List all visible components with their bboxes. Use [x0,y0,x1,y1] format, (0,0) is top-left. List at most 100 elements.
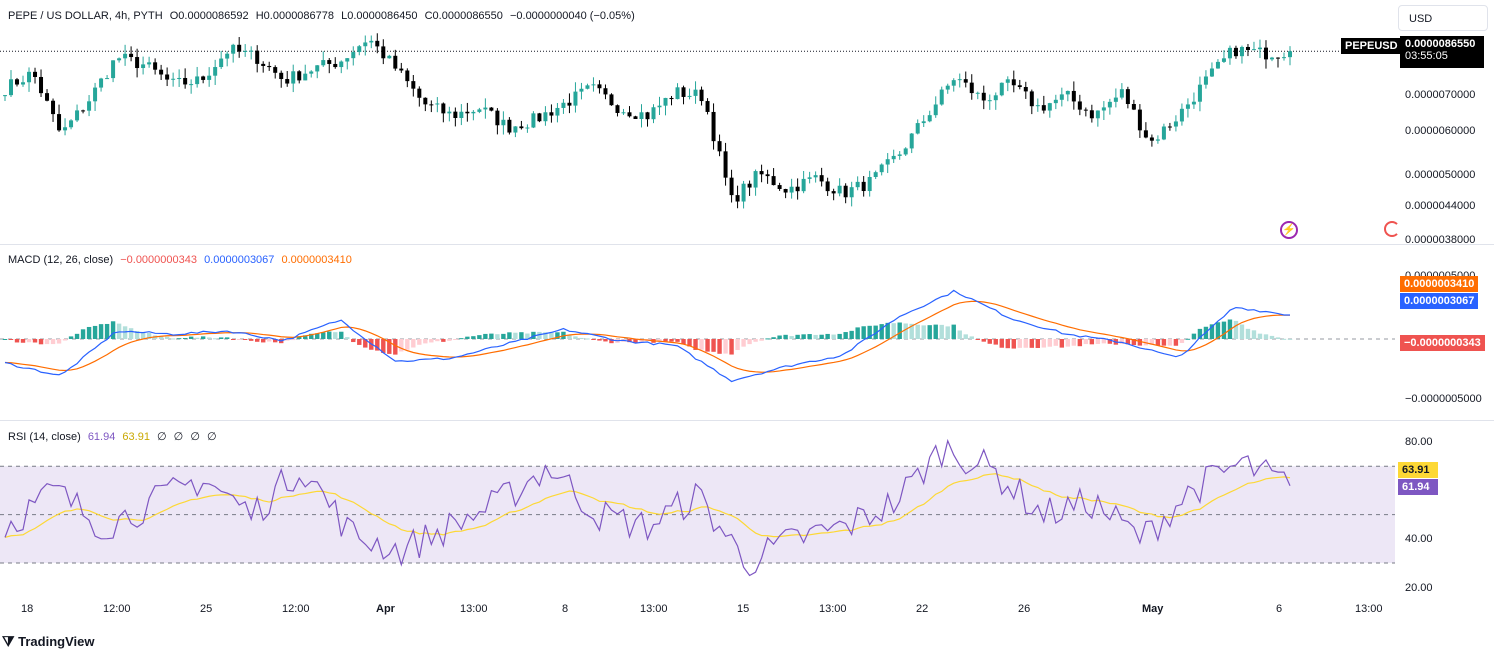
macd-histogram-bar [14,339,20,343]
macd-histogram-bar [663,339,668,342]
candle-body [225,53,230,59]
last-price: 0.0000086550 [1405,38,1476,50]
macd-histogram-bar [981,339,986,342]
candle-body [213,67,218,76]
candle-body [519,126,524,129]
candle-body [657,105,662,108]
macd-histogram-bar [212,338,218,340]
symbol-title[interactable]: PEPE / US DOLLAR, 4h, PYTH [8,10,163,22]
candle-body [9,79,14,96]
candle-body [183,77,188,85]
candle-body [771,176,776,186]
candle-body [393,55,398,69]
macd-histogram-bar [1179,339,1185,343]
candle-body [837,185,842,194]
candle-body [645,112,650,120]
candle-body [33,71,38,77]
macd-histogram-bar [1281,338,1287,340]
candle-body [309,71,314,74]
rsi-axis-label: 20.00 [1405,582,1433,594]
macd-histogram-bar [1131,339,1137,346]
macd-histogram-bar [729,339,734,355]
macd-histogram-bar [1083,339,1089,345]
candle-body [699,89,704,102]
macd-histogram-bar [387,339,392,354]
candle-body [93,87,98,102]
macd-histogram-bar [759,339,764,341]
candle-body [1281,57,1286,59]
candle-body [525,127,530,129]
candle-body [549,112,554,116]
macd-histogram-bar [1059,339,1065,348]
macd-histogram-bar [303,335,308,339]
macd-histogram-bar [573,336,578,339]
candle-body [399,68,404,71]
currency-button[interactable]: USD [1398,5,1488,31]
candle-body [1179,108,1184,122]
macd-line-tag: 0.0000003067 [1400,293,1479,309]
time-label: 12:00 [282,603,310,615]
candle-body [459,111,464,118]
candle-body [453,111,458,118]
macd-histogram-bar [1275,337,1281,339]
macd-histogram-bar [771,337,776,339]
macd-histogram-bar [597,339,602,341]
candle-body [297,71,302,81]
macd-histogram-bar [1155,339,1161,346]
macd-histogram-bar [122,326,128,339]
macd-histogram-bar [657,339,662,341]
macd-histogram-bar [26,339,32,343]
rsi-ma-tag: 63.91 [1398,462,1438,478]
macd-title[interactable]: MACD (12, 26, close) [8,254,114,266]
macd-histogram-bar [687,339,692,347]
candle-body [1203,76,1208,85]
macd-histogram-bar [831,334,836,339]
candle-body [663,97,668,106]
macd-histogram-bar [567,335,572,339]
candle-body [507,119,512,133]
macd-histogram-bar [807,334,812,339]
macd-histogram-bar [885,322,890,339]
candle-body [1173,121,1178,127]
macd-histogram-bar [1005,339,1010,349]
candle-body [1125,89,1130,105]
candle-body [483,107,488,110]
tradingview-logo[interactable]: ⧩ TradingView [2,633,94,650]
macd-histogram-bar [867,325,872,339]
candle-body [597,84,602,89]
candle-body [981,92,986,101]
candle-body [369,40,374,43]
calendar-event-icon[interactable] [1384,221,1400,237]
candle-body [1089,110,1094,119]
candle-body [639,112,644,119]
macd-histogram-bar [1245,328,1251,339]
macd-histogram-bar [813,334,818,339]
candle-body [345,58,350,62]
candle-body [1095,110,1100,119]
candle-body [1071,90,1076,102]
candle-body [1288,51,1292,58]
pane-separator[interactable] [0,244,1494,245]
candle-body [753,171,758,188]
rsi-extra: ∅ [206,431,217,443]
macd-histogram-bar [44,339,50,345]
macd-hist-value: −0.0000000343 [120,254,197,266]
macd-histogram-bar [609,339,614,344]
rsi-axis-label: 40.00 [1405,533,1433,545]
rsi-title[interactable]: RSI (14, close) [8,431,81,443]
candle-body [627,112,632,117]
lightning-icon[interactable]: ⚡ [1280,221,1298,239]
macd-histogram-bar [855,327,860,339]
rsi-extra: ∅ [190,431,200,443]
macd-hist-tag: −0.0000000343 [1400,335,1485,351]
macd-histogram-bar [1239,324,1245,339]
pane-separator[interactable] [0,420,1494,421]
candle-body [21,82,26,85]
macd-histogram-bar [669,339,674,342]
candle-body [543,112,548,122]
open-value: O0.0000086592 [169,10,249,22]
candle-body [969,82,974,94]
macd-histogram-bar [1173,339,1179,346]
macd-histogram-bar [1011,339,1016,349]
